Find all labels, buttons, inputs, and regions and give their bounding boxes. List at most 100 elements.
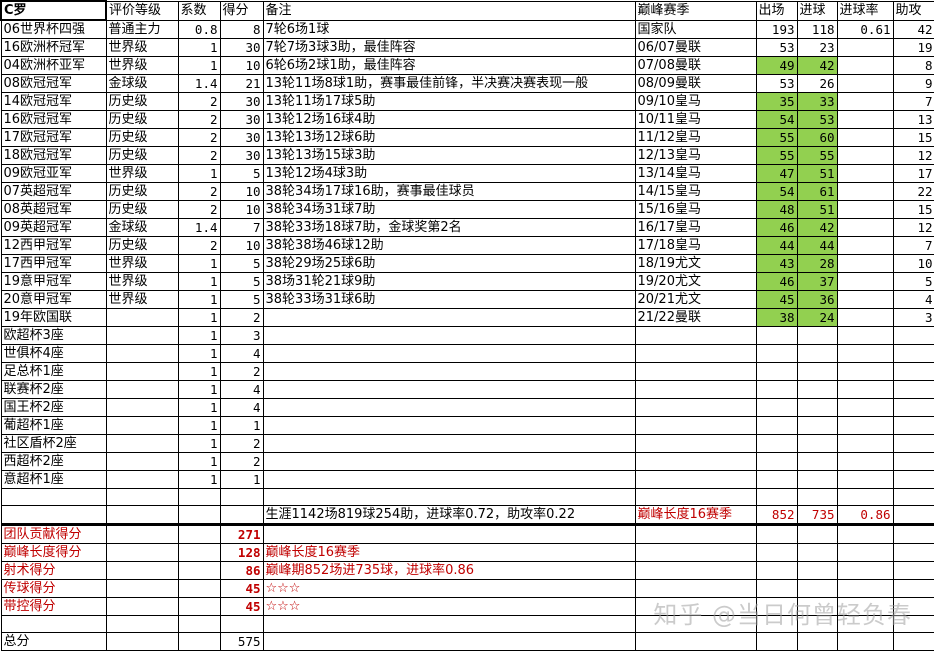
season-goals[interactable]: 51 — [796, 200, 838, 219]
empty-cell[interactable] — [892, 380, 934, 399]
honor-name[interactable]: 世俱杯4座 — [0, 344, 107, 363]
empty-cell[interactable] — [836, 434, 894, 453]
season-goals[interactable]: 60 — [796, 128, 838, 147]
season-name[interactable]: 12/13皇马 — [634, 146, 757, 165]
honor-coef[interactable]: 1 — [177, 452, 221, 471]
honor-level[interactable] — [105, 344, 179, 363]
empty-cell[interactable] — [836, 470, 894, 489]
empty-cell[interactable] — [796, 543, 838, 563]
honor-name[interactable]: 08英超冠军 — [0, 200, 107, 219]
honor-name[interactable]: 16欧冠冠军 — [0, 110, 107, 129]
empty-cell[interactable] — [892, 505, 934, 527]
honor-score[interactable]: 2 — [219, 308, 264, 327]
empty-cell[interactable] — [755, 561, 798, 581]
empty-cell[interactable] — [796, 398, 838, 417]
honor-note[interactable]: 13轮11场8球1助，赛事最佳前锋，半决赛决赛表现一般 — [262, 74, 636, 93]
season-assists[interactable]: 19 — [892, 38, 934, 57]
honor-coef[interactable]: 1 — [177, 56, 221, 75]
honor-coef[interactable]: 1 — [177, 326, 221, 345]
season-goals[interactable]: 53 — [796, 110, 838, 129]
empty-cell[interactable] — [892, 344, 934, 363]
empty-cell[interactable] — [892, 561, 934, 581]
empty-cell[interactable] — [892, 524, 934, 545]
empty-cell[interactable] — [796, 452, 838, 471]
empty-cell[interactable] — [219, 505, 264, 527]
season-rate[interactable] — [836, 56, 894, 75]
honor-score[interactable]: 1 — [219, 470, 264, 489]
honor-note[interactable]: 38轮33场18球7助，金球奖第2名 — [262, 218, 636, 237]
season-name[interactable]: 11/12皇马 — [634, 128, 757, 147]
honor-note[interactable] — [262, 344, 636, 363]
empty-cell[interactable] — [755, 380, 798, 399]
honor-coef[interactable]: 1 — [177, 380, 221, 399]
honor-name[interactable]: 19意甲冠军 — [0, 272, 107, 291]
empty-cell[interactable] — [634, 615, 757, 634]
honor-name[interactable]: 09英超冠军 — [0, 218, 107, 237]
empty-cell[interactable] — [796, 632, 838, 652]
empty-cell[interactable] — [634, 344, 757, 363]
honor-coef[interactable]: 1 — [177, 416, 221, 435]
honor-note[interactable]: 13轮12场16球4助 — [262, 110, 636, 129]
score-label[interactable]: 传球得分 — [0, 579, 107, 599]
season-assists[interactable]: 8 — [892, 56, 934, 75]
honor-name[interactable]: 12西甲冠军 — [0, 236, 107, 255]
empty-cell[interactable] — [105, 487, 179, 507]
season-apps[interactable]: 46 — [755, 218, 798, 237]
honor-coef[interactable]: 1.4 — [177, 218, 221, 237]
career-summary[interactable]: 生涯1142场819球254助，进球率0.72，助攻率0.22 — [262, 505, 636, 527]
honor-level[interactable]: 世界级 — [105, 56, 179, 75]
empty-cell[interactable] — [755, 579, 798, 599]
honor-score[interactable]: 4 — [219, 398, 264, 417]
header-cell[interactable]: 进球 — [796, 0, 838, 21]
header-cell[interactable]: 助攻 — [892, 0, 934, 21]
empty-cell[interactable] — [219, 615, 264, 634]
season-rate[interactable] — [836, 254, 894, 273]
empty-cell[interactable] — [0, 505, 107, 527]
season-rate[interactable] — [836, 92, 894, 111]
empty-cell[interactable] — [796, 380, 838, 399]
empty-cell[interactable] — [836, 326, 894, 345]
season-assists[interactable]: 7 — [892, 236, 934, 255]
score-label[interactable]: 巅峰长度得分 — [0, 543, 107, 563]
season-rate[interactable] — [836, 110, 894, 129]
empty-cell[interactable] — [105, 505, 179, 527]
empty-cell[interactable] — [836, 579, 894, 599]
season-goals[interactable]: 42 — [796, 56, 838, 75]
empty-cell[interactable] — [105, 579, 179, 599]
score-note[interactable]: 巅峰期852场进735球，进球率0.86 — [262, 561, 636, 581]
empty-cell[interactable] — [105, 632, 179, 652]
empty-cell[interactable] — [634, 543, 757, 563]
empty-cell[interactable] — [796, 615, 838, 634]
honor-note[interactable]: 13轮13场15球3助 — [262, 146, 636, 165]
honor-coef[interactable]: 1 — [177, 434, 221, 453]
score-value[interactable]: 45 — [219, 597, 264, 617]
empty-cell[interactable] — [177, 561, 221, 581]
empty-cell[interactable] — [892, 470, 934, 489]
empty-cell[interactable] — [892, 543, 934, 563]
empty-cell[interactable] — [105, 597, 179, 617]
honor-level[interactable]: 历史级 — [105, 200, 179, 219]
honor-note[interactable]: 6轮6场2球1助，最佳阵容 — [262, 56, 636, 75]
season-apps[interactable]: 55 — [755, 128, 798, 147]
empty-cell[interactable] — [796, 326, 838, 345]
season-goals[interactable]: 23 — [796, 38, 838, 57]
header-cell[interactable]: 巅峰赛季 — [634, 0, 757, 21]
header-cell[interactable]: 系数 — [177, 0, 221, 21]
score-label[interactable]: 射术得分 — [0, 561, 107, 581]
honor-coef[interactable]: 2 — [177, 182, 221, 201]
empty-cell[interactable] — [892, 597, 934, 617]
empty-cell[interactable] — [0, 615, 107, 634]
season-assists[interactable]: 3 — [892, 308, 934, 327]
season-apps[interactable]: 54 — [755, 182, 798, 201]
honor-level[interactable]: 世界级 — [105, 254, 179, 273]
honor-score[interactable]: 5 — [219, 272, 264, 291]
honor-note[interactable] — [262, 452, 636, 471]
season-assists[interactable]: 17 — [892, 164, 934, 183]
empty-cell[interactable] — [796, 561, 838, 581]
honor-level[interactable] — [105, 308, 179, 327]
honor-name[interactable]: 国王杯2座 — [0, 398, 107, 417]
empty-cell[interactable] — [177, 615, 221, 634]
empty-cell[interactable] — [755, 344, 798, 363]
honor-level[interactable]: 金球级 — [105, 74, 179, 93]
score-value[interactable]: 271 — [219, 524, 264, 545]
